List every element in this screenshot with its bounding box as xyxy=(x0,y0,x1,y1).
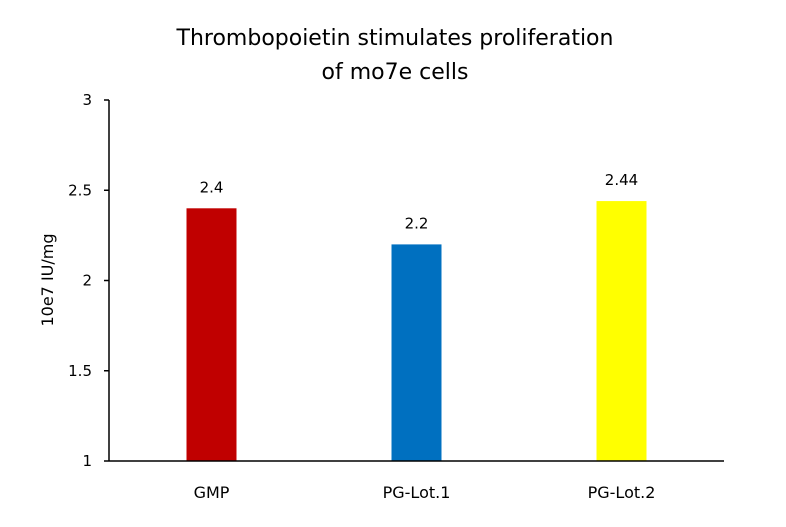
y-tick-label: 3 xyxy=(82,91,92,109)
y-axis-label: 10e7 IU/mg xyxy=(38,233,57,326)
bar xyxy=(391,244,442,461)
bars xyxy=(186,201,647,461)
y-tick-label: 2 xyxy=(82,272,92,290)
data-labels: 2.4 2.2 2.44 xyxy=(200,171,639,232)
bar xyxy=(186,208,237,461)
category-label: PG-Lot.2 xyxy=(588,483,656,502)
category-labels: GMP PG-Lot.1 PG-Lot.2 xyxy=(194,483,656,502)
y-axis-ticks: 1 1.5 2 2.5 3 xyxy=(68,91,109,470)
y-tick-label: 1 xyxy=(82,452,92,470)
chart-title-line-1: Thrombopoietin stimulates proliferation xyxy=(176,26,614,51)
category-label: GMP xyxy=(194,483,230,502)
data-label: 2.2 xyxy=(405,214,429,232)
category-label: PG-Lot.1 xyxy=(383,483,451,502)
data-label: 2.4 xyxy=(200,178,224,196)
y-tick-label: 1.5 xyxy=(68,362,92,380)
chart-title-line-2: of mo7e cells xyxy=(322,60,469,85)
bar xyxy=(596,201,647,461)
chart-title: Thrombopoietin stimulates proliferation … xyxy=(176,26,614,85)
y-tick-label: 2.5 xyxy=(68,181,92,199)
data-label: 2.44 xyxy=(605,171,638,189)
